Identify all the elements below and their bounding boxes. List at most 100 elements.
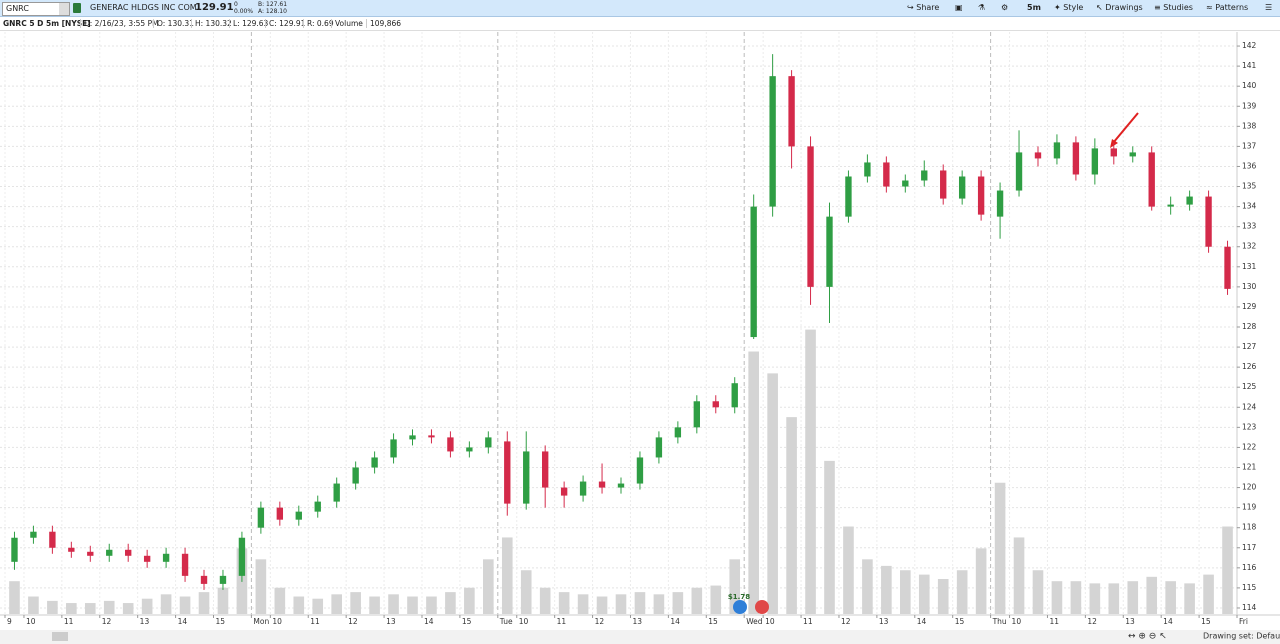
dividend-icon[interactable] bbox=[755, 600, 769, 614]
icon-button[interactable]: ⚗ bbox=[978, 3, 986, 12]
volume-bar bbox=[824, 460, 835, 614]
symbol-desc: GNRC 5 D 5m [NYSE] bbox=[3, 19, 91, 28]
x-tick-label: 15 bbox=[955, 617, 965, 626]
volume-bar bbox=[1222, 526, 1233, 614]
volume-bar bbox=[426, 596, 437, 614]
studies-button[interactable]: ≡ Studies bbox=[1154, 3, 1193, 12]
y-tick-label: 123 bbox=[1242, 422, 1257, 431]
x-tick-label: 13 bbox=[140, 617, 150, 626]
volume-bar bbox=[1203, 574, 1214, 614]
share-button[interactable]: ↪ Share bbox=[907, 3, 940, 12]
candle-body bbox=[314, 501, 321, 512]
x-tick-label: 11 bbox=[557, 617, 567, 626]
interval-button[interactable]: 5m bbox=[1027, 3, 1041, 12]
volume-bar bbox=[710, 585, 722, 614]
candle-body bbox=[295, 511, 302, 520]
candle-body bbox=[200, 575, 208, 584]
candle-body bbox=[731, 383, 738, 408]
candle-body bbox=[542, 451, 549, 488]
x-tick-label: 14 bbox=[670, 617, 680, 626]
open: O: 130.31 bbox=[153, 19, 194, 28]
candle-body bbox=[219, 575, 227, 584]
icon-button[interactable]: ▣ bbox=[955, 3, 963, 12]
volume-bar bbox=[805, 329, 816, 614]
volume-bar bbox=[994, 482, 1006, 614]
candle-body bbox=[49, 531, 56, 548]
symbol-input[interactable]: GNRC bbox=[2, 2, 70, 16]
candle-body bbox=[162, 553, 170, 562]
x-tick-label: Fri bbox=[1239, 617, 1248, 626]
x-tick-label: 12 bbox=[841, 617, 851, 626]
candle-body bbox=[996, 190, 1004, 217]
candle-body bbox=[1186, 196, 1193, 205]
y-tick-label: 128 bbox=[1242, 322, 1257, 331]
y-tick-label: 134 bbox=[1242, 202, 1257, 211]
volume-bar bbox=[293, 596, 305, 614]
y-tick-label: 141 bbox=[1242, 61, 1257, 70]
zoom-controls[interactable]: ↔ ⊕ ⊖ ↖ bbox=[1128, 632, 1167, 642]
candle-body bbox=[1148, 152, 1155, 207]
y-tick-label: 115 bbox=[1242, 583, 1257, 592]
volume-bar bbox=[331, 594, 342, 614]
x-tick-label: 10 bbox=[765, 617, 775, 626]
earnings-icon[interactable] bbox=[733, 600, 747, 614]
candle-body bbox=[750, 206, 757, 338]
candle-body bbox=[523, 451, 530, 504]
volume-bar bbox=[729, 559, 741, 614]
y-tick-label: 132 bbox=[1242, 242, 1257, 251]
plot-area bbox=[0, 32, 1237, 615]
x-tick-label: 14 bbox=[917, 617, 927, 626]
menu-button[interactable]: ☰ bbox=[1265, 3, 1273, 12]
volume-bar bbox=[634, 592, 646, 614]
volume-bar bbox=[615, 594, 627, 614]
volume-bar bbox=[767, 373, 778, 614]
y-tick-label: 126 bbox=[1242, 362, 1257, 371]
y-tick-label: 142 bbox=[1242, 41, 1257, 50]
candle-body bbox=[864, 162, 871, 177]
volume-bar bbox=[1165, 581, 1176, 614]
x-tick-label: 11 bbox=[64, 617, 74, 626]
link-icon[interactable] bbox=[73, 3, 81, 13]
volume-bar bbox=[47, 600, 58, 614]
y-tick-label: 140 bbox=[1242, 81, 1257, 90]
scroll-handle[interactable] bbox=[52, 632, 68, 641]
volume-bar bbox=[350, 592, 361, 614]
candle-body bbox=[1072, 142, 1080, 175]
candle-body bbox=[788, 76, 795, 147]
x-tick-label: Thu bbox=[992, 617, 1007, 626]
patterns-button[interactable]: ≈ Patterns bbox=[1206, 3, 1249, 12]
volume-bar bbox=[577, 594, 589, 614]
candle-body bbox=[636, 457, 644, 484]
volume-bar bbox=[160, 594, 172, 614]
volume-bar bbox=[539, 587, 551, 614]
candle-body bbox=[485, 437, 492, 448]
volume-bar bbox=[975, 548, 987, 614]
annotation-arrow bbox=[1112, 112, 1139, 144]
y-tick-label: 137 bbox=[1242, 141, 1257, 150]
y-tick-label: 135 bbox=[1242, 182, 1257, 191]
x-tick-label: 10 bbox=[272, 617, 282, 626]
volume-bar bbox=[141, 598, 153, 614]
studies-label: Studies bbox=[1163, 3, 1193, 12]
volume-bar bbox=[445, 592, 456, 614]
drawings-label: Drawings bbox=[1105, 3, 1143, 12]
candle-body bbox=[712, 401, 719, 408]
volume-bar bbox=[1146, 576, 1158, 614]
volume-bar bbox=[1070, 581, 1082, 614]
candle-body bbox=[617, 483, 625, 488]
drawings-button[interactable]: ↖ Drawings bbox=[1096, 3, 1143, 12]
style-button[interactable]: ✦ Style bbox=[1054, 3, 1084, 12]
volume-bar bbox=[501, 537, 513, 614]
x-tick-label: 13 bbox=[879, 617, 889, 626]
volume-bar bbox=[1032, 570, 1044, 614]
volume-bar bbox=[672, 592, 684, 614]
volume-bar bbox=[862, 559, 873, 614]
candle-body bbox=[769, 76, 776, 207]
x-tick-label: 9 bbox=[7, 617, 12, 626]
candle-body bbox=[940, 170, 947, 199]
candle-body bbox=[1167, 204, 1174, 207]
y-tick-label: 138 bbox=[1242, 121, 1257, 130]
status-bar bbox=[0, 630, 1280, 644]
icon-button[interactable]: ⚙ bbox=[1001, 3, 1009, 12]
candle-body bbox=[674, 427, 682, 438]
